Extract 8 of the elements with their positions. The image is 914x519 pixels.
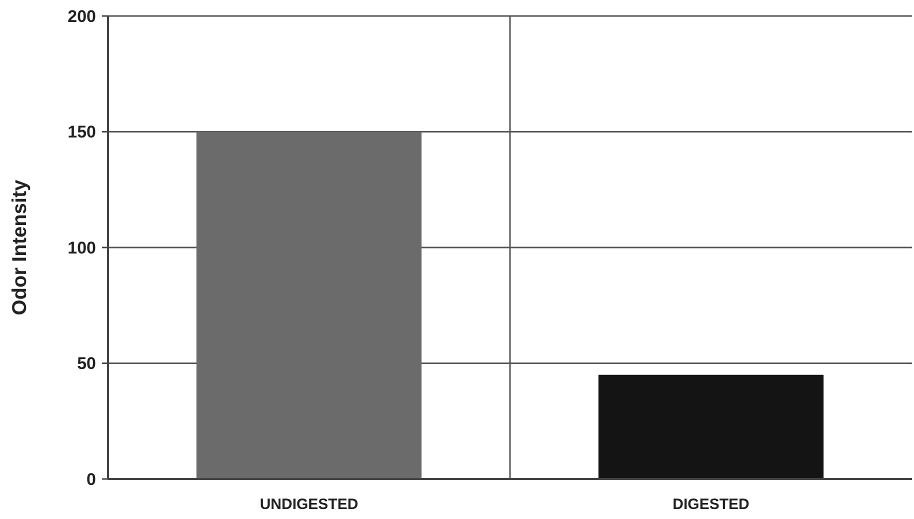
y-tick-label: 150 bbox=[68, 122, 96, 142]
x-tick-label: UNDIGESTED bbox=[260, 496, 358, 513]
x-tick-label: DIGESTED bbox=[672, 496, 750, 513]
y-tick-label: 50 bbox=[77, 354, 96, 374]
y-tick-label: 100 bbox=[68, 238, 96, 258]
y-tick-label: 200 bbox=[68, 6, 96, 26]
y-tick-label: 0 bbox=[86, 470, 96, 489]
y-axis-title: Odor Intensity bbox=[9, 178, 31, 316]
